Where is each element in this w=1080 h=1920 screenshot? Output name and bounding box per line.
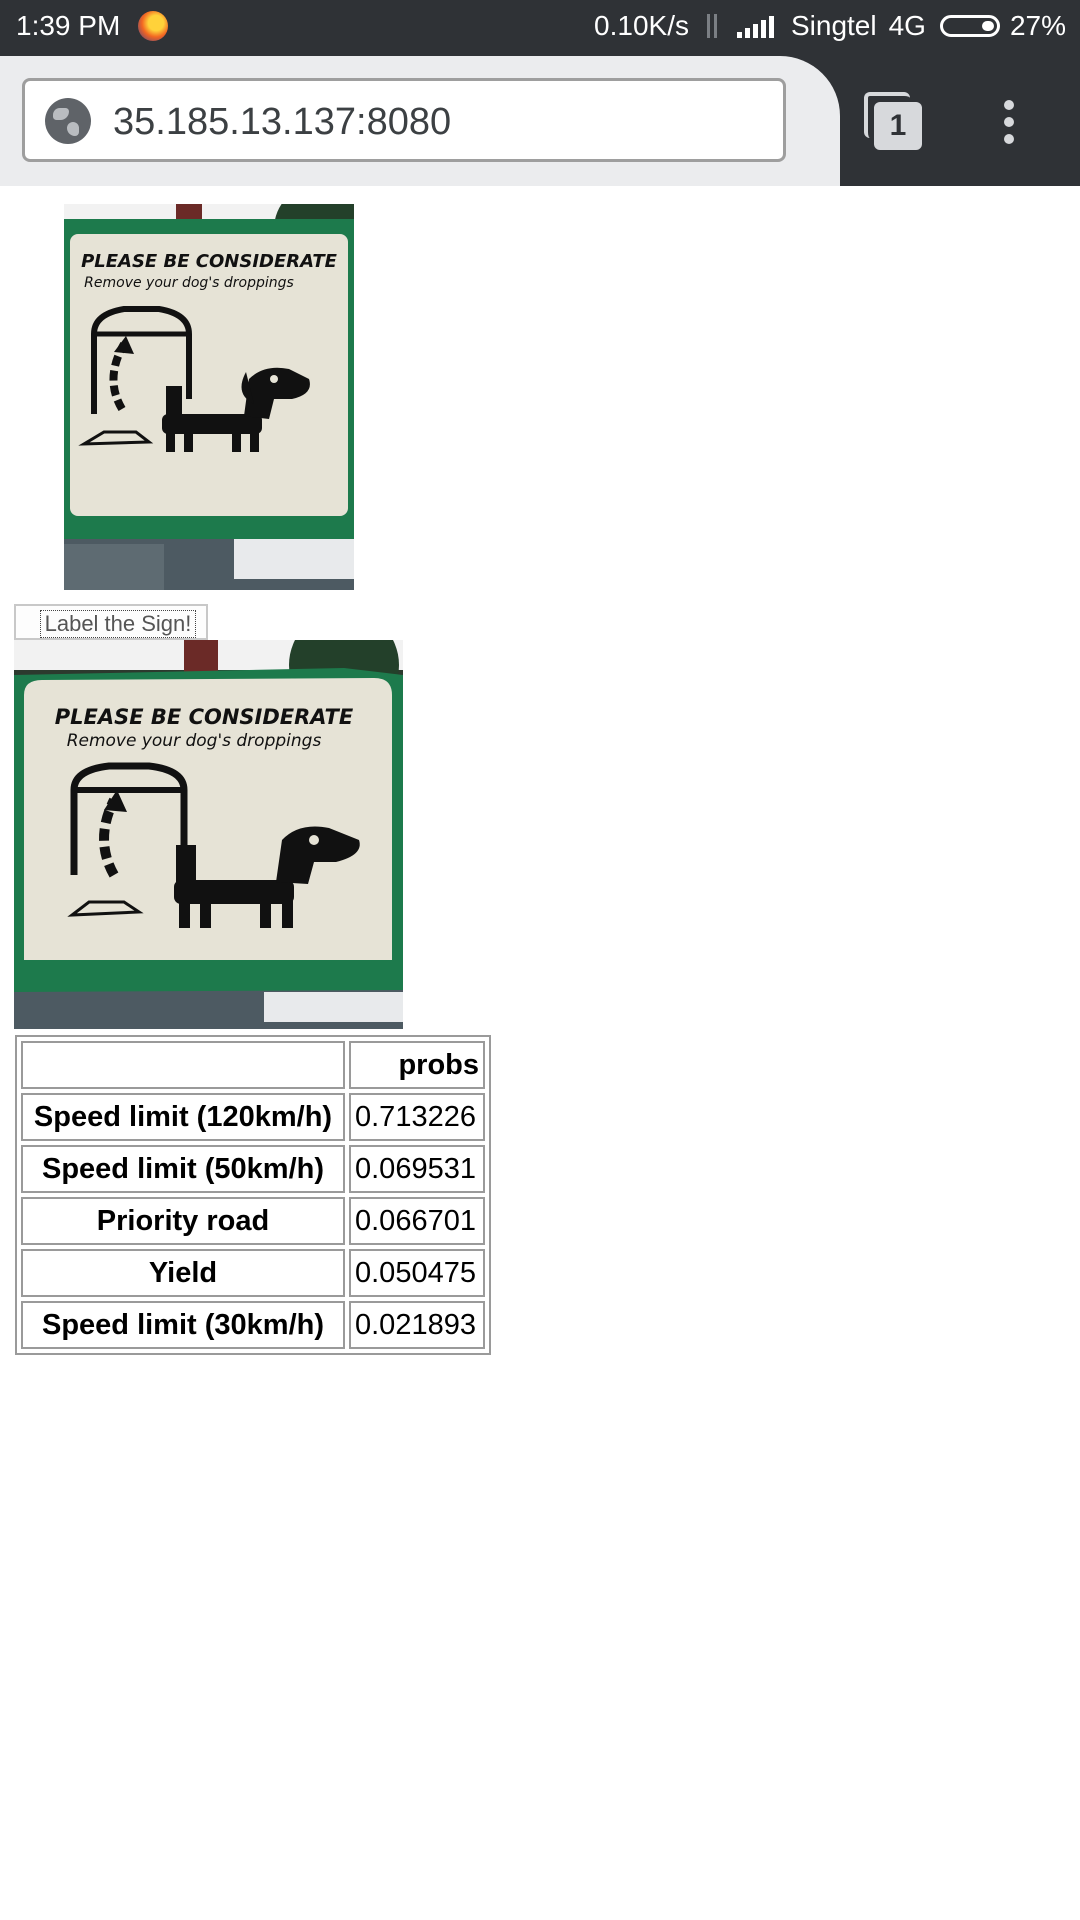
- class-prob: 0.713226: [349, 1093, 485, 1141]
- tab-count: 1: [874, 102, 922, 150]
- battery-icon: [939, 15, 1000, 37]
- class-label: Speed limit (30km/h): [21, 1301, 345, 1349]
- tabs-icon: [864, 92, 910, 138]
- carrier-name: Singtel: [790, 10, 877, 41]
- sign-line2: Remove your dog's droppings: [67, 731, 322, 751]
- table-row: Yield 0.050475: [21, 1249, 485, 1297]
- address-bar[interactable]: 35.185.13.137:8080: [22, 78, 786, 162]
- table-row: Speed limit (120km/h) 0.713226: [21, 1093, 485, 1141]
- class-prob: 0.021893: [349, 1301, 485, 1349]
- data-activity-icon: [701, 12, 723, 40]
- table-header-row: probs: [21, 1041, 485, 1089]
- class-label: Speed limit (50km/h): [21, 1145, 345, 1193]
- class-label: Speed limit (120km/h): [21, 1093, 345, 1141]
- browser-toolbar: 35.185.13.137:8080 1: [0, 56, 1080, 186]
- label-button-text: Label the Sign!: [39, 609, 197, 638]
- class-label: Yield: [21, 1249, 345, 1297]
- table-row: Priority road 0.066701: [21, 1197, 485, 1245]
- url-text[interactable]: 35.185.13.137:8080: [113, 101, 452, 143]
- label-the-sign-button[interactable]: Label the Sign!: [14, 604, 208, 640]
- table-header-cell: probs: [349, 1041, 485, 1089]
- globe-icon[interactable]: [45, 98, 91, 144]
- table-row: Speed limit (30km/h) 0.021893: [21, 1301, 485, 1349]
- prediction-table: probs Speed limit (120km/h) 0.713226 Spe…: [15, 1035, 491, 1355]
- battery-percent: 27%: [1009, 10, 1066, 41]
- class-label: Priority road: [21, 1197, 345, 1245]
- page-content: PLEASE BE CONSIDERATE Remove your dog's …: [0, 186, 1080, 1920]
- network-type: 4G: [888, 10, 926, 41]
- signal-strength-icon: [736, 14, 777, 38]
- tab-switcher-button[interactable]: 1: [864, 92, 922, 150]
- toolbar-url-area: 35.185.13.137:8080: [0, 56, 840, 186]
- firefox-notification-icon: [138, 11, 168, 41]
- sign-line1: PLEASE BE CONSIDERATE: [81, 251, 338, 272]
- status-time: 1:39 PM: [16, 10, 121, 41]
- result-sign-image: PLEASE BE CONSIDERATE Remove your dog's …: [14, 640, 403, 1029]
- class-prob: 0.066701: [349, 1197, 485, 1245]
- uploaded-sign-image: PLEASE BE CONSIDERATE Remove your dog's …: [64, 204, 354, 590]
- sign-line2: Remove your dog's droppings: [84, 275, 294, 291]
- table-header-cell: [21, 1041, 345, 1089]
- status-indicators: 0.10K/s Singtel 4G 27%: [594, 10, 1066, 42]
- class-prob: 0.050475: [349, 1249, 485, 1297]
- status-bar: 1:39 PM 0.10K/s Singtel 4G 27%: [0, 0, 1080, 56]
- sign-line1: PLEASE BE CONSIDERATE: [55, 705, 354, 729]
- table-row: Speed limit (50km/h) 0.069531: [21, 1145, 485, 1193]
- network-speed: 0.10K/s: [594, 10, 689, 41]
- class-prob: 0.069531: [349, 1145, 485, 1193]
- overflow-menu-icon[interactable]: [1004, 100, 1016, 144]
